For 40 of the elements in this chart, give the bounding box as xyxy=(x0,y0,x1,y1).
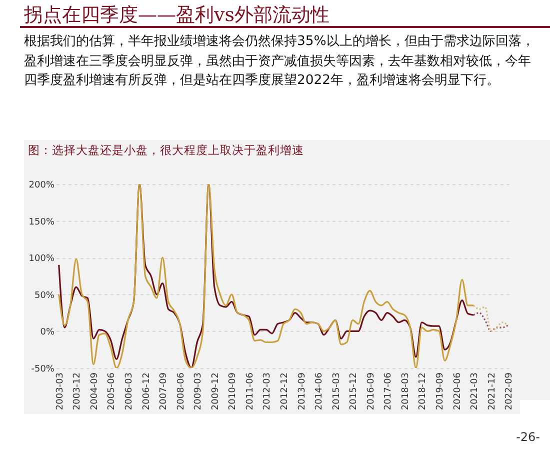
x-tick-label: 2006-12 xyxy=(142,372,152,410)
text: 图：选择大盘还是小盘，很大程度上取决于盈利增速 xyxy=(24,140,550,160)
line-series xyxy=(472,304,509,332)
y-tick-label: 150% xyxy=(28,217,55,228)
x-tick-label: 2014-06 xyxy=(314,372,325,410)
x-tick-label: 2011-06 xyxy=(245,372,256,410)
y-tick-label: 50% xyxy=(34,290,55,301)
x-tick-label: 2006-03 xyxy=(124,372,134,410)
x-tick-label: 2021-12 xyxy=(487,372,498,410)
x-tick-label: 2013-09 xyxy=(297,372,308,410)
x-tick-label: 2015-03 xyxy=(332,372,342,410)
x-tick-label: 2021-03 xyxy=(470,372,480,410)
x-tick-label: 2019-09 xyxy=(436,372,446,410)
x-tick-label: 2003-12 xyxy=(72,372,83,410)
x-tick-label: 2003-03 xyxy=(55,372,66,410)
chart-subtitle: 根据我们的估算，半年报业绩增速将会仍然保持35%以上的增长，但由于需求边际回落，盈利增速在三季度会明显反弹，虽然由于资产减值损失等因素，去年基数相对较低，今年四季度盈利增速有所反弹，但是站在四季度展望2022年，盈利增速将会明显下行。 xyxy=(24,33,536,90)
x-tick-label: 2007-09 xyxy=(159,372,170,410)
x-tick-label: 2004-09 xyxy=(90,372,100,410)
x-tick-label: 2017-06 xyxy=(384,372,394,410)
x-tick-label: 2010-09 xyxy=(228,372,238,410)
x-tick-label: 2022-09 xyxy=(504,372,515,410)
y-tick-label: -50% xyxy=(31,364,55,374)
y-tick-label: 0% xyxy=(40,328,55,338)
x-tick-label: 2020-06 xyxy=(452,372,463,410)
x-tick-label: 2018-12 xyxy=(418,372,428,410)
x-tick-label: 2018-03 xyxy=(400,372,411,410)
chart-title: 拐点在四季度——盈利vs外部流动性 xyxy=(24,3,330,28)
x-tick-label: 2015-12 xyxy=(349,372,360,410)
x-tick-label: 2012-03 xyxy=(262,372,273,410)
text: -26- xyxy=(516,430,540,444)
x-tick-label: 2008-06 xyxy=(176,372,186,410)
x-tick-label: 2012-12 xyxy=(280,372,290,410)
x-tick-label: 2016-09 xyxy=(366,372,376,410)
y-tick-label: 200% xyxy=(28,180,55,190)
x-tick-label: 2009-12 xyxy=(210,372,221,410)
line-series xyxy=(472,312,509,332)
x-tick-label: 2005-06 xyxy=(107,372,118,410)
y-tick-label: 100% xyxy=(28,254,55,264)
line-series xyxy=(58,184,474,368)
x-tick-label: 2009-03 xyxy=(194,372,204,410)
